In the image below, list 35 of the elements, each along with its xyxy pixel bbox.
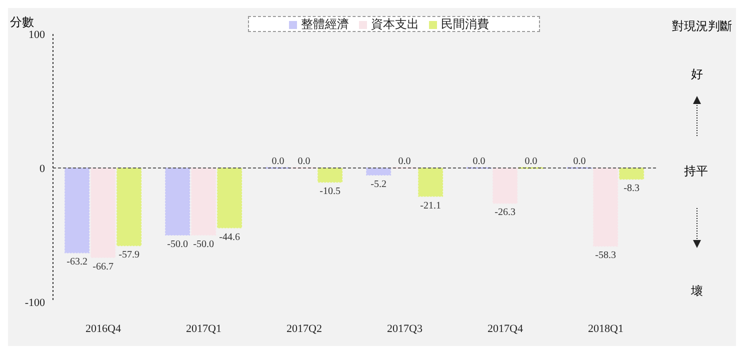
text: 對現況判斷 xyxy=(672,18,732,35)
data-label: -8.3 xyxy=(624,183,640,194)
data-label: 0.0 xyxy=(298,156,310,167)
text: 好 xyxy=(691,66,703,83)
x-tick-label: 2017Q3 xyxy=(387,322,423,335)
y-axis-title: 分數 xyxy=(10,14,34,30)
data-label: -21.1 xyxy=(420,200,441,212)
y-tick-label: -100 xyxy=(24,296,46,309)
data-label: 0.0 xyxy=(398,156,411,167)
x-tick-label: 2017Q4 xyxy=(488,322,524,335)
x-tick-label: 2016Q4 xyxy=(86,322,122,335)
data-label: 0.0 xyxy=(573,156,586,167)
data-label: -10.5 xyxy=(320,186,340,198)
x-tick-label: 2017Q1 xyxy=(186,322,222,335)
data-label: -57.9 xyxy=(118,250,140,261)
data-label: -58.3 xyxy=(595,250,616,262)
data-label: -50.0 xyxy=(167,239,188,250)
text: 持平 xyxy=(684,163,708,180)
data-label: -63.2 xyxy=(66,256,88,268)
y-tick-label: 0 xyxy=(40,162,46,175)
data-label: 0.0 xyxy=(472,156,486,167)
data-label: -50.0 xyxy=(193,239,214,250)
data-label: 0.0 xyxy=(272,156,284,167)
text: 壞 xyxy=(691,283,703,300)
data-label: 0.0 xyxy=(524,156,538,167)
legend-label: 資本支出 xyxy=(371,17,419,31)
y-tick-label: 100 xyxy=(28,28,46,41)
data-label: -44.6 xyxy=(219,232,240,243)
x-tick-label: 2017Q2 xyxy=(286,322,322,335)
data-label: -5.2 xyxy=(370,178,386,190)
legend-label: 民間消費 xyxy=(441,17,489,31)
x-tick-label: 2018Q1 xyxy=(588,322,624,335)
data-label: -26.3 xyxy=(494,207,516,218)
legend-label: 整體經濟 xyxy=(301,17,349,31)
data-label: -66.7 xyxy=(92,261,114,272)
